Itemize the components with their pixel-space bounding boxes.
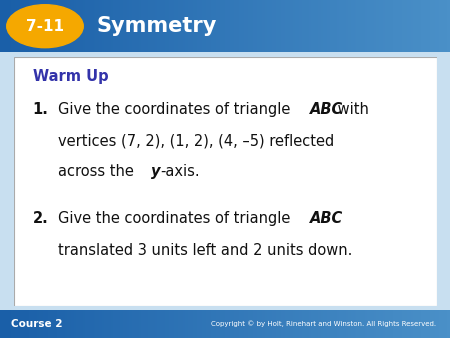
Text: 7-11: 7-11 bbox=[26, 19, 64, 34]
Text: 2.: 2. bbox=[32, 212, 48, 226]
Text: Copyright © by Holt, Rinehart and Winston. All Rights Reserved.: Copyright © by Holt, Rinehart and Winsto… bbox=[212, 321, 436, 328]
Text: Symmetry: Symmetry bbox=[97, 16, 217, 36]
Text: y: y bbox=[151, 164, 161, 179]
Text: Course 2: Course 2 bbox=[11, 319, 63, 329]
Text: Warm Up: Warm Up bbox=[32, 69, 108, 83]
Text: vertices (7, 2), (1, 2), (4, –5) reflected: vertices (7, 2), (1, 2), (4, –5) reflect… bbox=[58, 133, 334, 148]
Text: across the: across the bbox=[58, 164, 139, 179]
FancyBboxPatch shape bbox=[14, 57, 436, 306]
Text: Give the coordinates of triangle: Give the coordinates of triangle bbox=[58, 102, 295, 117]
Ellipse shape bbox=[7, 5, 83, 48]
Text: -axis.: -axis. bbox=[161, 164, 200, 179]
Text: ABC: ABC bbox=[310, 212, 343, 226]
Text: ABC: ABC bbox=[310, 102, 343, 117]
Text: with: with bbox=[333, 102, 369, 117]
Text: 1.: 1. bbox=[32, 102, 49, 117]
Text: translated 3 units left and 2 units down.: translated 3 units left and 2 units down… bbox=[58, 243, 352, 258]
Text: Give the coordinates of triangle: Give the coordinates of triangle bbox=[58, 212, 295, 226]
